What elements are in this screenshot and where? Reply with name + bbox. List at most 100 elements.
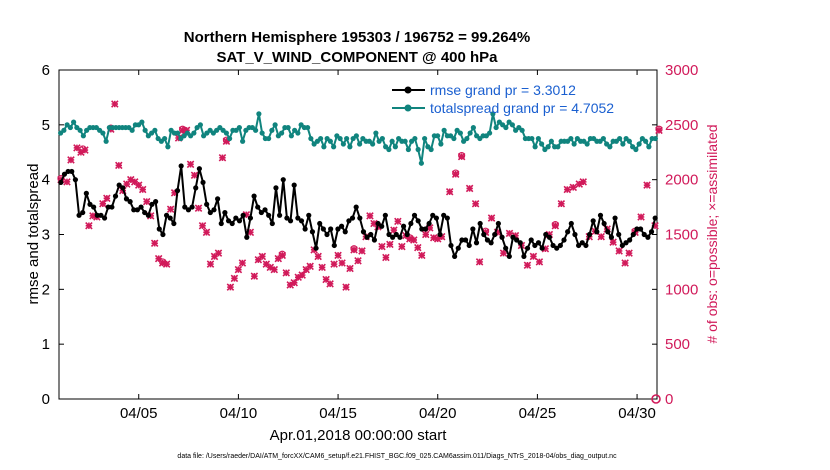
rmse-point <box>590 218 596 224</box>
rmse-point <box>586 231 593 238</box>
rmse-point <box>583 242 589 249</box>
obs-assimilated-marker <box>238 259 247 267</box>
totalspread-point <box>418 160 424 166</box>
rmse-point <box>266 212 272 218</box>
rmse-point <box>306 212 312 218</box>
totalspread-point <box>529 135 535 142</box>
obs-assimilated-marker <box>298 271 306 279</box>
rmse-point <box>441 212 447 218</box>
rmse-point <box>116 182 122 188</box>
obs-assimilated-marker <box>557 200 566 208</box>
rmse-point <box>360 229 367 235</box>
rmse-point <box>481 231 487 238</box>
totalspread-point <box>451 135 457 142</box>
rmse-point <box>415 218 421 224</box>
rmse-point <box>91 204 97 210</box>
rmse-point <box>499 234 505 240</box>
rmse-point <box>338 223 345 229</box>
rmse-point <box>309 229 316 235</box>
x-tick-label: 04/05 <box>120 405 158 422</box>
legend-rmse-marker <box>404 86 412 94</box>
rmse-point <box>382 212 388 218</box>
rmse-point <box>492 231 498 238</box>
totalspread-point <box>279 130 285 136</box>
totalspread-point <box>100 130 106 136</box>
totalspread-point <box>519 127 525 133</box>
rmse-point <box>58 179 64 186</box>
obs-assimilated-marker <box>625 249 633 257</box>
totalspread-point <box>240 138 246 144</box>
data-file-footnote: data file: /Users/raeder/DAI/ATM_forcXX/… <box>177 453 617 460</box>
rmse-point <box>149 201 155 207</box>
rmse-point <box>127 199 133 205</box>
rmse-point <box>218 220 224 227</box>
totalspread-point <box>435 133 441 139</box>
totalspread-point <box>389 138 395 144</box>
rmse-point <box>400 223 407 229</box>
rmse-point <box>189 204 195 210</box>
obs-assimilated-marker <box>523 261 532 269</box>
totalspread-point <box>191 130 197 136</box>
totalspread-point <box>321 144 327 150</box>
right-tick-label: 500 <box>665 336 690 353</box>
totalspread-point <box>493 124 499 131</box>
right-tick-label: 2000 <box>665 172 698 189</box>
totalspread-point <box>288 133 294 139</box>
rmse-point <box>353 204 359 210</box>
rmse-point <box>455 245 461 251</box>
rmse-point <box>517 240 523 246</box>
rmse-point <box>419 226 425 232</box>
rmse-point <box>160 231 166 238</box>
rmse-point <box>302 226 308 232</box>
obs-markers <box>57 100 663 404</box>
rmse-point <box>280 177 286 183</box>
rmse-point <box>503 245 509 251</box>
obs-assimilated-marker <box>230 274 239 283</box>
rmse-point <box>225 218 232 224</box>
rmse-point <box>328 226 334 232</box>
totalspread-point <box>162 135 168 142</box>
totalspread-point <box>357 141 363 147</box>
rmse-point <box>291 182 297 188</box>
rmse-point <box>346 218 352 224</box>
rmse-point <box>211 207 217 213</box>
totalspread-point <box>490 111 496 117</box>
rmse-point <box>83 190 89 196</box>
rmse-point <box>163 212 170 218</box>
right-axis-ticks: 0 500 1000 1500 2000 2500 3000 <box>652 62 698 408</box>
rmse-point <box>616 231 622 238</box>
totalspread-point <box>487 130 493 136</box>
obs-assimilated-marker <box>414 243 422 252</box>
rmse-point <box>514 237 520 243</box>
totalspread-point <box>402 138 408 144</box>
left-tick-label: 0 <box>42 391 50 408</box>
totalspread-point <box>392 144 398 150</box>
rmse-point <box>623 240 629 246</box>
rmse-point <box>648 229 655 235</box>
obs-assimilated-marker <box>358 247 366 255</box>
rmse-point <box>561 237 567 243</box>
rmse-point <box>550 242 556 249</box>
rmse-point <box>411 212 418 218</box>
rmse-point <box>641 231 647 238</box>
rmse-point <box>652 215 658 221</box>
totalspread-point <box>428 146 434 153</box>
rmse-point <box>572 231 578 238</box>
rmse-point <box>145 212 151 218</box>
rmse-point <box>207 209 213 216</box>
rmse-point <box>178 163 184 169</box>
rmse-point <box>630 231 636 238</box>
left-tick-label: 1 <box>42 336 50 353</box>
right-tick-label: 1000 <box>665 281 698 298</box>
rmse-point <box>142 209 148 216</box>
rmse-point <box>120 185 126 191</box>
totalspread-point <box>370 141 376 147</box>
totalspread-point <box>344 135 350 142</box>
obs-assimilated-marker <box>471 200 480 208</box>
totalspread-point <box>67 124 73 131</box>
rmse-point <box>269 220 275 227</box>
rmse-point <box>557 242 563 249</box>
rmse-point <box>65 168 71 175</box>
totalspread-point <box>353 133 359 139</box>
x-tick-label: 04/25 <box>519 405 557 422</box>
